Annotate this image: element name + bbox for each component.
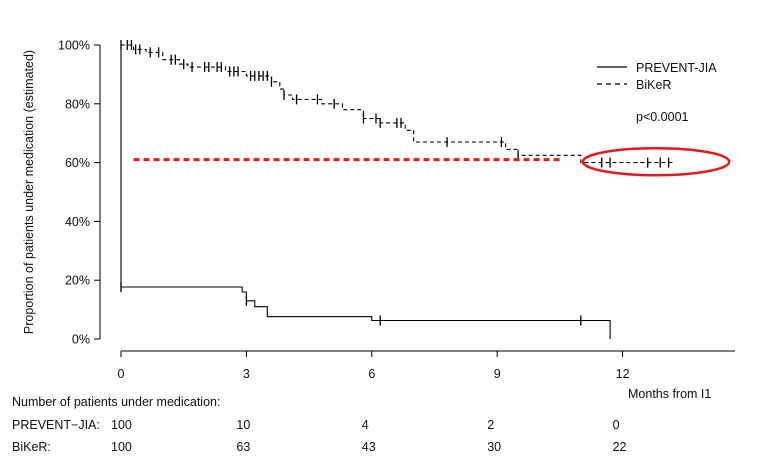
series-line-prevent-jia [120, 45, 611, 339]
risk-table-title: Number of patients under medication: [12, 395, 221, 409]
legend-label-biker: BiKeR [636, 78, 671, 92]
risk-table-cell: 43 [361, 440, 376, 454]
legend: PREVENT-JIA BiKeR [597, 61, 717, 92]
y-axis-label: Proportion of patients under medication … [22, 50, 36, 334]
risk-table-cell: 63 [236, 440, 251, 454]
plot-area [120, 40, 731, 339]
risk-table-cell: 30 [487, 440, 502, 454]
p-value: p<0.0001 [636, 110, 689, 124]
risk-table-cell: 22 [612, 440, 627, 454]
y-tick-label: 0% [72, 333, 90, 347]
risk-table-cell: 10 [236, 418, 251, 432]
risk-row-label-biker: BiKeR: [12, 440, 51, 454]
y-tick-label: 100% [58, 39, 90, 53]
risk-table-cell: 0 [612, 418, 620, 432]
risk-table-cell: 2 [487, 418, 495, 432]
x-tick-label: 6 [368, 367, 375, 381]
y-tick-label: 40% [65, 215, 90, 229]
y-tick-label: 80% [65, 97, 90, 111]
series-line-biker [121, 44, 673, 164]
x-axis-label: Months from I1 [628, 387, 711, 401]
highlight-ellipse [581, 146, 731, 177]
x-tick-label: 12 [616, 367, 630, 381]
y-tick-label: 60% [65, 156, 90, 170]
risk-table-cell: 4 [361, 418, 369, 432]
legend-label-prevent-jia: PREVENT-JIA [636, 61, 717, 75]
y-tick-label: 20% [65, 274, 90, 288]
risk-table-cell: 100 [111, 440, 132, 454]
x-tick-label: 9 [494, 367, 501, 381]
risk-table-cell: 100 [111, 418, 132, 432]
axes: 0% 20% 40% 60% 80% 100% 0 3 6 9 12 [58, 39, 735, 381]
x-tick-label: 3 [243, 367, 250, 381]
risk-row-label-prevent-jia: PREVENT−JIA: [12, 418, 100, 432]
x-tick-label: 0 [118, 367, 125, 381]
